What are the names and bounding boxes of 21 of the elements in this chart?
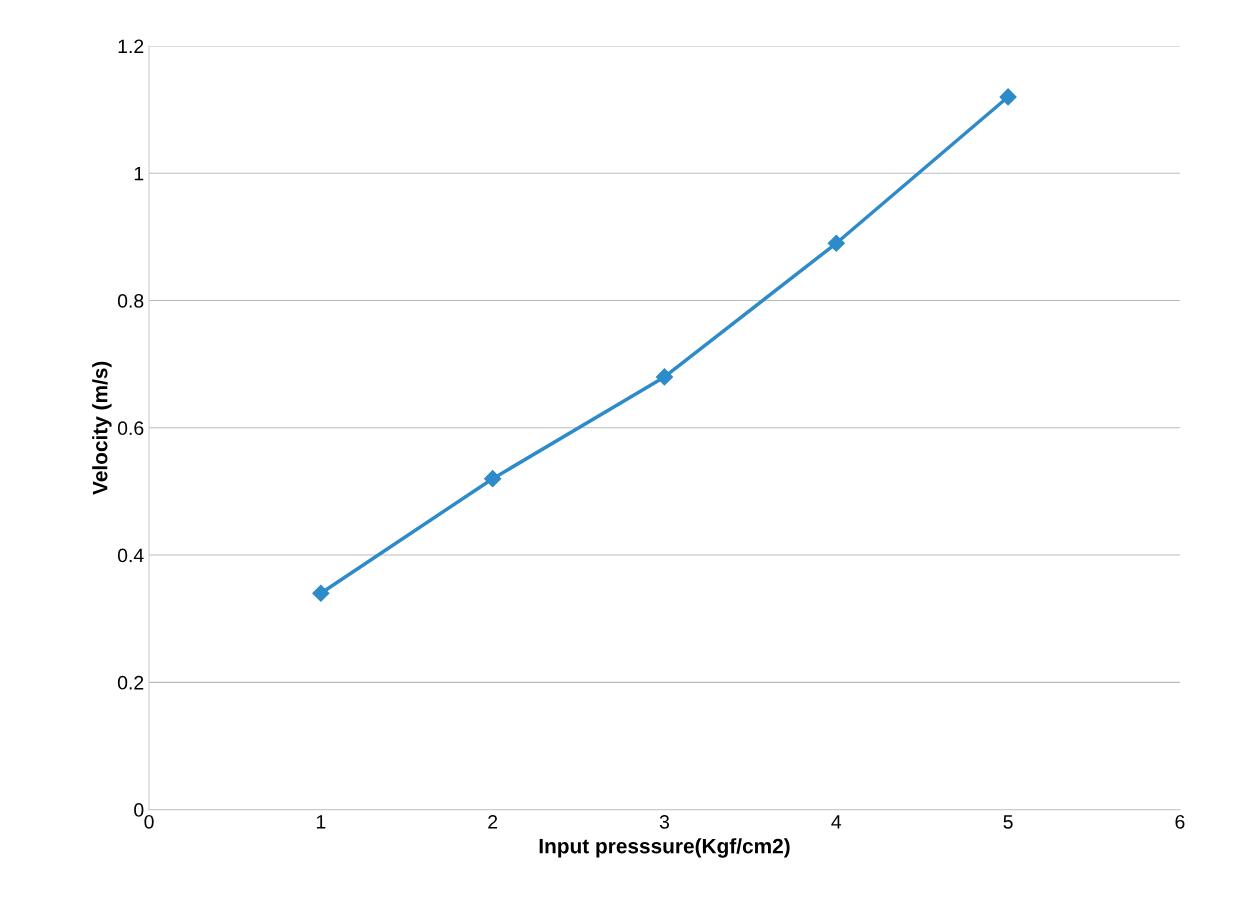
x-tick-label: 6 — [1175, 814, 1185, 829]
x-tick-label: 0 — [144, 814, 154, 829]
x-tick-label: 1 — [316, 815, 326, 829]
x-tick-label: 2 — [488, 814, 498, 829]
x-axis-title: Input presssure(Kgf/cm2) — [539, 838, 790, 858]
y-tick-label: 1 — [134, 166, 144, 181]
point — [999, 88, 1017, 106]
point — [827, 234, 845, 252]
point — [312, 584, 330, 602]
y-tick-label: 0.8 — [117, 294, 144, 308]
x-tick-label: 4 — [831, 815, 842, 829]
point — [484, 470, 502, 488]
point — [655, 368, 674, 386]
y-tick-label: 0.2 — [117, 675, 144, 690]
x-tick-label: 3 — [659, 814, 670, 829]
y-axis-title: Velocity (m/s) — [92, 361, 112, 495]
y-tick-label: 0 — [134, 803, 144, 817]
y-tick-label: 1.2 — [118, 39, 144, 54]
y-tick-label: 0.6 — [117, 421, 144, 436]
x-tick-label: 5 — [1003, 815, 1013, 829]
y-tick-label: 0.4 — [117, 548, 144, 563]
